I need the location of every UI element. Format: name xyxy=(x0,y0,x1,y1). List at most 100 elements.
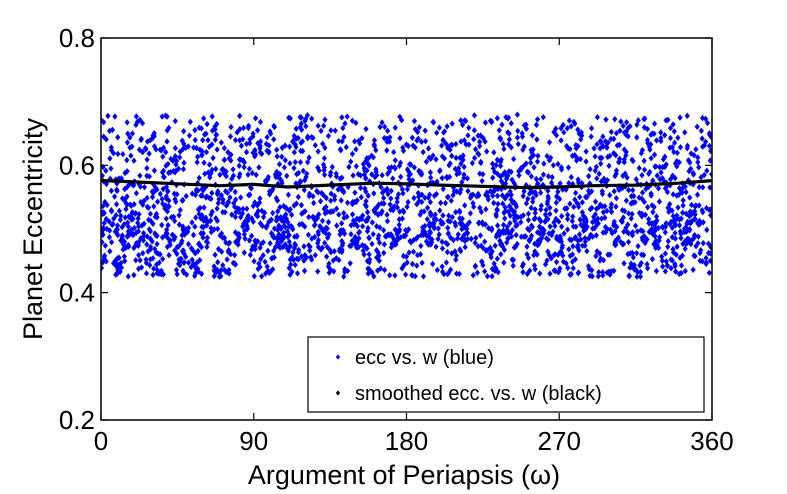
scatter-point xyxy=(423,158,430,165)
scatter-point xyxy=(200,137,206,144)
scatter-point xyxy=(674,212,680,219)
scatter-point xyxy=(317,198,324,205)
scatter-point xyxy=(258,255,264,263)
scatter-point xyxy=(364,228,371,235)
scatter-point xyxy=(336,211,342,218)
legend-marker-blue xyxy=(335,354,341,360)
scatter-point xyxy=(613,203,619,210)
scatter-point xyxy=(537,270,543,277)
scatter-point xyxy=(334,205,340,212)
scatter-point xyxy=(570,213,576,220)
scatter-point xyxy=(514,111,520,118)
scatter-point xyxy=(696,202,702,209)
scatter-point xyxy=(625,221,631,228)
scatter-point xyxy=(629,156,635,163)
scatter-point xyxy=(435,235,441,243)
scatter-point xyxy=(468,235,474,243)
scatter-point xyxy=(106,218,112,225)
scatter-point xyxy=(346,163,352,171)
scatter-point xyxy=(398,234,404,241)
scatter-point xyxy=(506,141,512,148)
scatter-point xyxy=(505,208,511,215)
scatter-point xyxy=(230,166,236,173)
scatter-point xyxy=(437,207,443,214)
scatter-point xyxy=(299,210,305,217)
scatter-point xyxy=(637,262,643,269)
scatter-point xyxy=(407,237,413,245)
scatter-point xyxy=(384,135,390,142)
scatter-point xyxy=(322,144,328,152)
scatter-point xyxy=(667,200,673,208)
scatter-point xyxy=(293,200,300,207)
scatter-point xyxy=(613,151,619,159)
scatter-point xyxy=(366,162,372,169)
scatter-point xyxy=(224,256,230,263)
scatter-point xyxy=(147,243,154,251)
scatter-point xyxy=(641,115,647,123)
scatter-point xyxy=(493,161,499,169)
scatter-point xyxy=(507,188,513,195)
scatter-point xyxy=(389,240,395,248)
scatter-point xyxy=(467,194,474,201)
scatter-point xyxy=(255,140,261,147)
scatter-point xyxy=(586,235,592,242)
scatter-point xyxy=(464,235,471,243)
scatter-point xyxy=(108,187,114,195)
scatter-point xyxy=(386,168,392,175)
scatter-point xyxy=(497,241,504,248)
scatter-point xyxy=(250,218,256,225)
scatter-point xyxy=(676,222,683,229)
scatter-point xyxy=(384,187,390,194)
scatter-point xyxy=(289,268,295,275)
scatter-point xyxy=(195,247,201,255)
scatter-point xyxy=(597,154,603,162)
scatter-point xyxy=(620,214,627,221)
scatter-point xyxy=(588,133,594,140)
scatter-point xyxy=(437,167,443,174)
scatter-point xyxy=(497,162,504,170)
scatter-point xyxy=(529,132,535,139)
scatter-point xyxy=(245,171,251,178)
scatter-point xyxy=(570,265,576,272)
scatter-point xyxy=(363,125,369,133)
scatter-point xyxy=(388,195,394,202)
scatter-point xyxy=(587,166,593,173)
scatter-point xyxy=(301,267,308,275)
scatter-point xyxy=(422,228,428,236)
scatter-point xyxy=(204,120,210,128)
scatter-point xyxy=(374,223,380,230)
scatter-point xyxy=(484,189,490,196)
scatter-point xyxy=(416,197,422,205)
scatter-point xyxy=(344,113,350,120)
scatter-point xyxy=(309,115,315,122)
scatter-point xyxy=(442,199,449,207)
scatter-point xyxy=(444,248,450,256)
scatter-point xyxy=(342,266,348,273)
scatter-point xyxy=(509,226,515,234)
scatter-point xyxy=(504,192,510,199)
scatter-point xyxy=(508,196,514,203)
scatter-point xyxy=(173,157,180,165)
scatter-point xyxy=(500,180,506,187)
scatter-point xyxy=(439,153,446,160)
scatter-point xyxy=(449,120,455,127)
scatter-point xyxy=(582,214,588,221)
scatter-point xyxy=(307,243,313,251)
scatter-point xyxy=(283,243,289,251)
scatter-point xyxy=(360,160,367,168)
scatter-point xyxy=(144,194,150,202)
scatter-point xyxy=(404,227,410,235)
scatter-point xyxy=(534,136,540,143)
scatter-point xyxy=(269,254,275,262)
scatter-point xyxy=(577,155,584,163)
scatter-point xyxy=(379,208,385,215)
scatter-point xyxy=(501,259,507,266)
scatter-point xyxy=(321,171,328,178)
scatter-point xyxy=(153,261,160,268)
scatter-point xyxy=(423,232,429,239)
scatter-point xyxy=(419,171,425,178)
scatter-point xyxy=(328,190,334,197)
scatter-point xyxy=(534,251,540,258)
scatter-point xyxy=(513,213,519,220)
scatter-point xyxy=(506,202,513,210)
